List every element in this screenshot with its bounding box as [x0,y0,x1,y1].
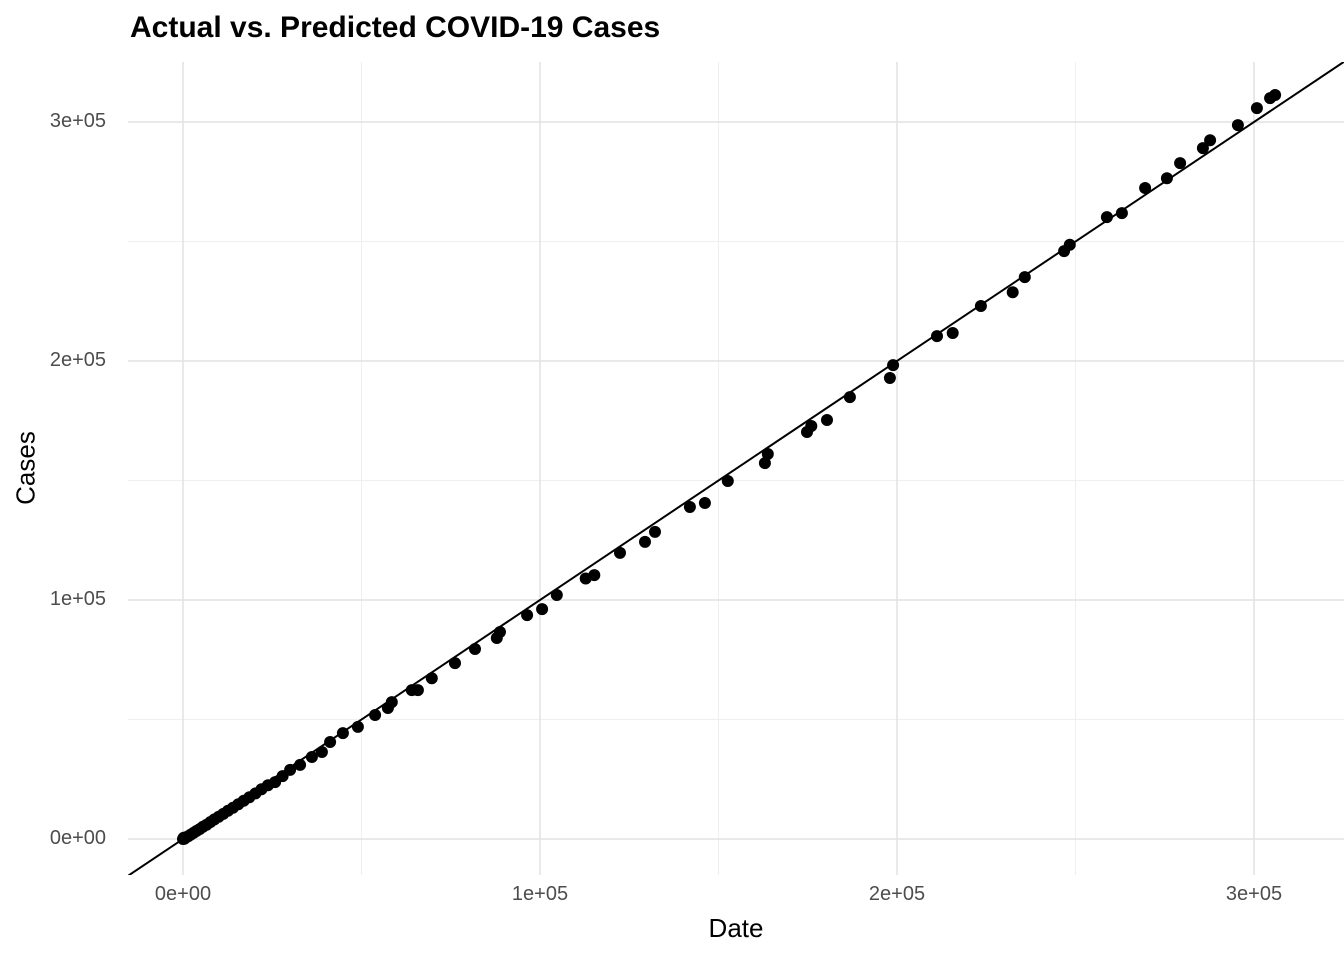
scatter-point [821,414,833,426]
identity-line [128,62,1344,875]
y-tick-label: 0e+00 [49,827,106,850]
scatter-point [550,589,563,601]
scatter-point [649,525,661,538]
scatter-point [683,501,696,513]
scatter-point [698,497,711,509]
scatter-point [336,727,349,740]
scatter-point [284,763,297,776]
scatter-point [315,746,328,758]
scatter-point [536,603,549,616]
scatter-point [385,696,398,709]
scatter-point [931,330,943,343]
scatter-point [1115,207,1128,220]
chart-title: Actual vs. Predicted COVID-19 Cases [130,11,661,44]
scatter-point [1204,134,1217,147]
y-tick-label: 2e+05 [49,349,106,372]
scatter-point [946,327,959,339]
scatter-point [1139,182,1152,194]
scatter-point [1196,142,1209,155]
scatter-point [1269,89,1282,101]
x-axis-title: Date [708,913,764,943]
scatter-point [588,569,601,582]
scatter-point [721,475,734,487]
y-tick-label: 1e+05 [49,588,106,611]
scatter-point [758,457,771,470]
scatter-point [1250,102,1263,115]
scatter-point [324,736,337,748]
x-tick-label: 0e+00 [154,883,212,905]
scatter-point [1100,211,1113,224]
scatter-point [805,420,818,432]
y-axis-title: Cases [10,431,41,505]
scatter-point [411,684,424,697]
scatter-point [449,657,461,670]
scatter-point [369,709,382,721]
scatter-point [1160,172,1173,185]
scatter-point [887,359,900,372]
scatter-point [974,300,987,312]
scatter-point [843,391,856,404]
x-tick-label: 1e+05 [511,883,569,905]
x-tick-label: 3e+05 [1225,883,1283,905]
scatter-point [1006,286,1019,299]
scatter-point [351,720,364,733]
scatter-point [1174,157,1187,170]
scatter-point [883,372,896,384]
scatter-point [761,448,774,460]
scatter-point [494,626,506,638]
scatter-point [639,535,651,548]
scatter-point [1018,271,1031,284]
scatter-point [469,643,481,655]
scatter-point [1231,119,1244,132]
scatter-point [305,751,318,763]
y-tick-label: 3e+05 [49,110,106,133]
scatter-point [425,672,438,685]
scatter-point [294,758,307,771]
scatter-point [1063,238,1076,251]
x-tick-label: 2e+05 [868,883,926,905]
scatter-point [614,546,626,559]
scatter-point [521,609,534,622]
